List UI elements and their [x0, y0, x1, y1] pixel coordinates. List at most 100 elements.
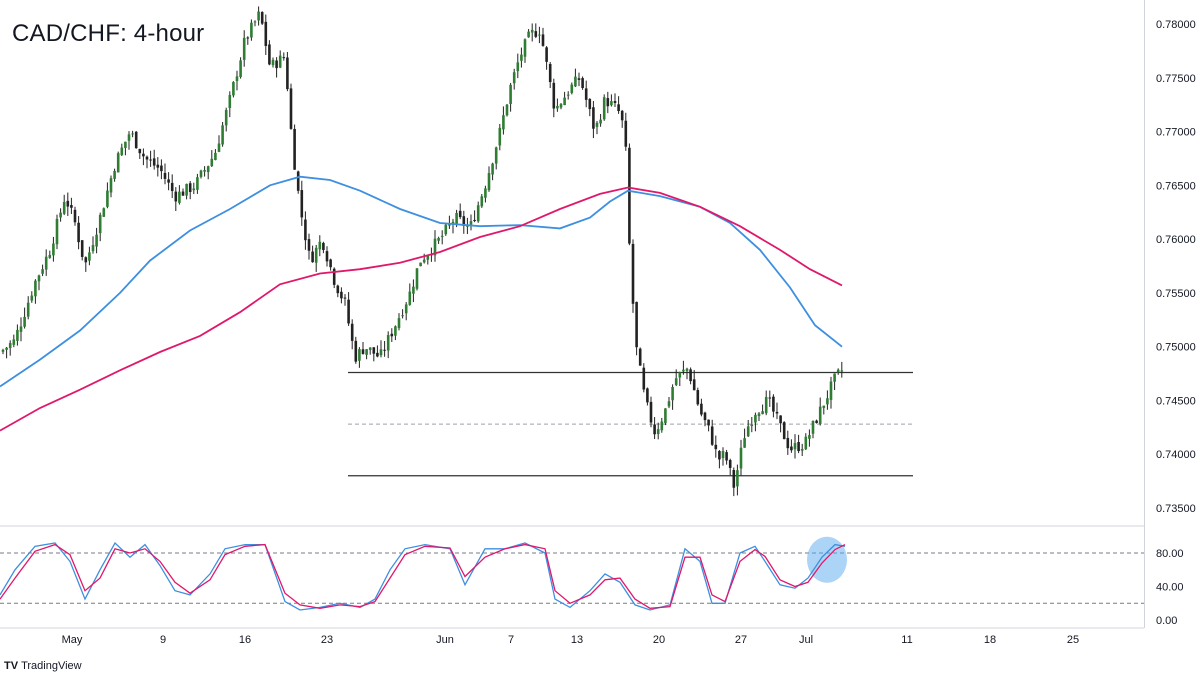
candle-body — [480, 196, 484, 207]
x-tick-label: 13 — [571, 634, 583, 646]
candle-body — [840, 370, 844, 372]
y-tick-label: 0.73500 — [1156, 503, 1196, 515]
candle-body — [322, 242, 325, 251]
candle-body — [455, 212, 458, 225]
candle-body — [725, 452, 728, 461]
y-tick-label: 0.75000 — [1156, 342, 1196, 354]
candle-body — [559, 104, 563, 108]
candle-body — [685, 368, 689, 371]
x-tick-label: 9 — [160, 634, 166, 646]
candle-body — [426, 255, 430, 260]
x-tick-label: 16 — [239, 634, 251, 646]
candle-body — [368, 347, 372, 350]
candle-body — [217, 143, 221, 152]
candle-body — [199, 170, 203, 177]
candle-body — [782, 422, 786, 440]
candle-body — [196, 177, 199, 190]
candle-body — [235, 76, 239, 82]
candle-body — [422, 259, 426, 263]
osc-tick-label: 40.00 — [1156, 582, 1184, 594]
candle-body — [289, 88, 293, 129]
candle-body — [379, 349, 383, 356]
candle-body — [797, 442, 800, 452]
candle-body — [516, 62, 520, 72]
candle-body — [736, 470, 739, 487]
candle-body — [808, 435, 811, 439]
candle-body — [786, 437, 790, 449]
y-tick-label: 0.78000 — [1156, 19, 1196, 31]
candle-body — [311, 251, 314, 263]
x-tick-label: 7 — [508, 634, 514, 646]
candle-body — [354, 340, 358, 362]
candle-body — [502, 115, 505, 130]
candle-body — [523, 39, 527, 57]
candle-body — [242, 37, 246, 60]
candle-body — [610, 101, 613, 106]
candle-body — [412, 286, 415, 294]
candle-body — [401, 315, 404, 317]
candle-body — [138, 148, 142, 154]
candle-body — [30, 295, 34, 301]
candle-body — [239, 60, 242, 78]
candle-body — [5, 347, 8, 350]
candle-body — [62, 202, 66, 214]
candle-body — [613, 101, 617, 103]
moving-average-slow-line — [0, 186, 843, 432]
candle-body — [530, 29, 534, 33]
candle-body — [246, 37, 250, 39]
candle-body — [732, 470, 736, 488]
candle-body — [88, 252, 91, 261]
candle-body — [833, 373, 836, 382]
candle-body — [646, 388, 649, 403]
brand-label: TradingView — [21, 660, 82, 672]
candle-body — [739, 447, 743, 469]
candle-body — [376, 352, 379, 357]
candle-body — [66, 200, 70, 207]
candle-body — [59, 212, 62, 218]
candle-body — [167, 179, 170, 183]
candle-body — [350, 323, 354, 341]
candle-body — [660, 421, 664, 431]
candle-body — [358, 349, 361, 361]
candle-body — [491, 163, 494, 175]
candle-body — [570, 84, 574, 94]
candle-body — [811, 421, 815, 434]
candle-body — [667, 401, 671, 407]
candle-body — [775, 411, 779, 414]
candle-body — [764, 396, 768, 414]
candle-body — [462, 216, 466, 226]
candle-body — [707, 419, 710, 426]
candle-body — [692, 379, 696, 391]
candle-body — [134, 131, 138, 149]
y-tick-label: 0.74000 — [1156, 449, 1196, 461]
candle-body — [757, 413, 761, 417]
candle-body — [728, 460, 732, 468]
candle-body — [566, 94, 570, 96]
candle-body — [372, 347, 376, 354]
candle-body — [95, 234, 98, 247]
candle-body — [214, 152, 217, 160]
y-tick-label: 0.76000 — [1156, 234, 1196, 246]
candle-body — [458, 210, 462, 218]
candle-body — [178, 191, 181, 203]
y-tick-label: 0.75500 — [1156, 288, 1196, 300]
candle-body — [822, 405, 826, 408]
candle-body — [91, 245, 95, 252]
candle-body — [804, 436, 808, 450]
candle-body — [271, 59, 275, 66]
candle-body — [790, 446, 793, 451]
candle-body — [325, 251, 329, 262]
x-tick-label: Jun — [436, 634, 454, 646]
candle-body — [332, 268, 336, 285]
x-tick-label: 18 — [984, 634, 996, 646]
candle-body — [581, 78, 584, 89]
candle-body — [73, 209, 77, 223]
candle-body — [26, 302, 30, 317]
candle-body — [127, 134, 131, 141]
candle-body — [160, 165, 163, 172]
candle-body — [163, 172, 167, 179]
level-lines — [348, 371, 913, 477]
candle-body — [548, 64, 552, 83]
candle-body — [116, 153, 120, 173]
